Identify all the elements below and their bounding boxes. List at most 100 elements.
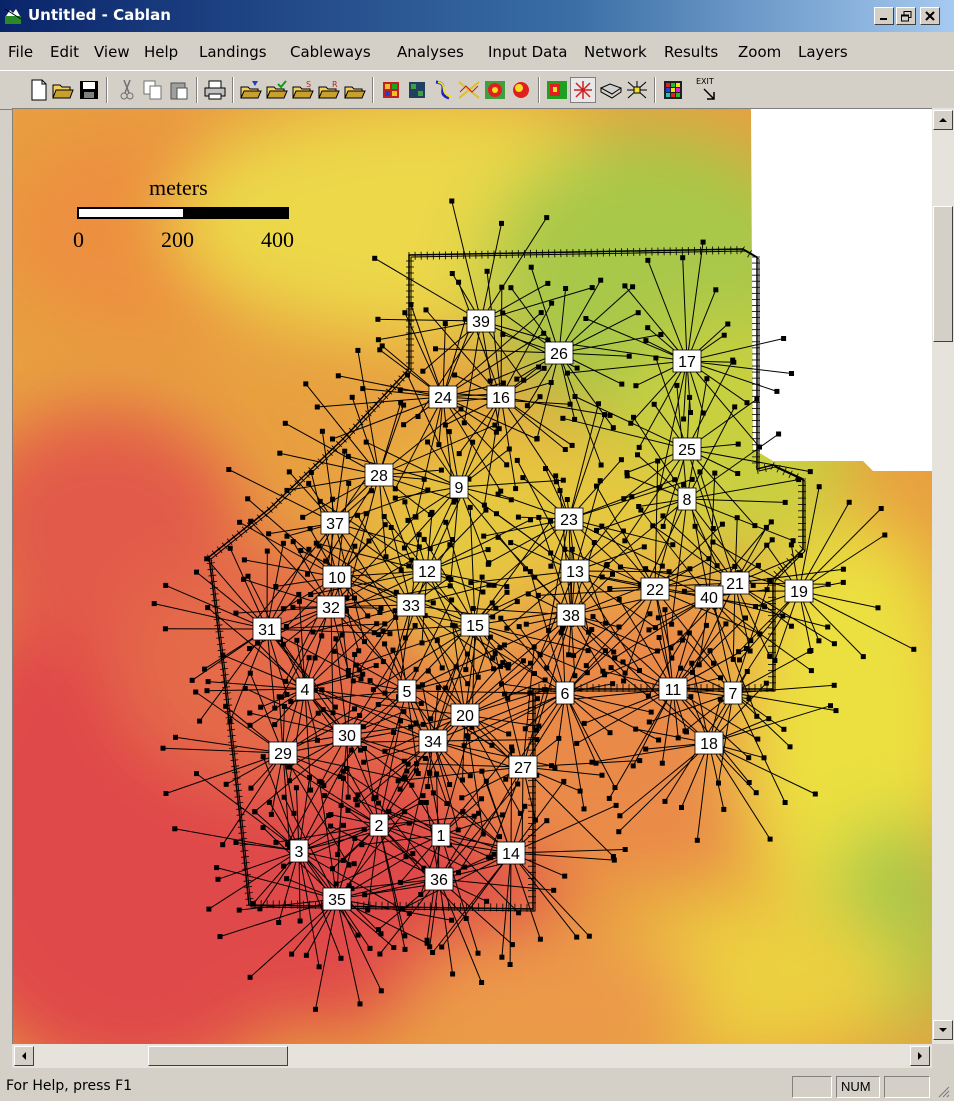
color-map-button[interactable] (544, 77, 570, 103)
landing-label-29[interactable]: 29 (268, 741, 298, 765)
landing-label-25[interactable]: 25 (672, 437, 702, 461)
menu-results[interactable]: Results (664, 43, 719, 61)
tail-spar-marker (707, 648, 713, 654)
horizontal-scrollbar[interactable] (12, 1044, 932, 1068)
landing-label-13[interactable]: 13 (560, 559, 590, 583)
open-r-file-button[interactable]: R (316, 77, 342, 103)
tail-spar-marker (574, 934, 580, 940)
landing-label-32[interactable]: 32 (316, 595, 346, 619)
menu-edit[interactable]: Edit (50, 43, 80, 61)
landing-label-box (322, 565, 352, 589)
menu-view[interactable]: View (94, 43, 130, 61)
landing-label-12[interactable]: 12 (412, 559, 442, 583)
landing-label-27[interactable]: 27 (508, 755, 538, 779)
landing-label-10[interactable]: 10 (322, 565, 352, 589)
menu-file[interactable]: File (8, 43, 34, 61)
title-bar[interactable]: Untitled - Cablan (0, 0, 954, 32)
menu-help[interactable]: Help (144, 43, 179, 61)
landing-label-40[interactable]: 40 (694, 585, 724, 609)
map-view[interactable]: 39 26 17 24 16 25 28 9 8 37 23 12 13 10 22 21 40 19 32 33 38… (12, 108, 934, 1046)
menu-input-data[interactable]: Input Data (488, 43, 568, 61)
print-button[interactable] (202, 77, 228, 103)
landing-label-11[interactable]: 11 (658, 677, 688, 701)
copy-button[interactable] (140, 77, 166, 103)
terrain-analysis-button[interactable] (482, 77, 508, 103)
minimize-button[interactable] (874, 7, 894, 25)
save-button[interactable] (76, 77, 102, 103)
landing-label-19[interactable]: 19 (784, 579, 814, 603)
tail-spar-marker (689, 660, 695, 666)
cable-line (696, 742, 710, 841)
landing-label-1[interactable]: 1 (431, 823, 451, 847)
landing-label-20[interactable]: 20 (450, 703, 480, 727)
settle-button[interactable] (598, 77, 624, 103)
landing-label-36[interactable]: 36 (424, 867, 454, 891)
landing-label-24[interactable]: 24 (428, 385, 458, 409)
vertical-scroll-thumb[interactable] (933, 206, 953, 342)
landing-label-6[interactable]: 6 (555, 681, 575, 705)
menu-analyses[interactable]: Analyses (397, 43, 464, 61)
grid-dark-button[interactable] (404, 77, 430, 103)
menu-zoom[interactable]: Zoom (738, 43, 782, 61)
shaded-terrain-button[interactable] (508, 77, 534, 103)
boundary-tick (235, 801, 244, 804)
colorful-grid-button[interactable] (660, 77, 686, 103)
menu-layers[interactable]: Layers (798, 43, 848, 61)
scroll-left-button[interactable] (14, 1046, 34, 1066)
horizontal-scroll-thumb[interactable] (148, 1046, 288, 1066)
boundary-tick (236, 530, 243, 538)
landing-label-38[interactable]: 38 (556, 603, 586, 627)
open-button[interactable] (50, 77, 76, 103)
network-button[interactable] (624, 77, 650, 103)
menu-network[interactable]: Network (584, 43, 647, 61)
landing-label-3[interactable]: 3 (289, 839, 309, 863)
menu-cableways[interactable]: Cableways (290, 43, 371, 61)
boundary-tick (219, 661, 228, 664)
landing-label-35[interactable]: 35 (322, 887, 352, 911)
grid-color-button[interactable] (378, 77, 404, 103)
landing-label-14[interactable]: 14 (496, 841, 526, 865)
vertical-scrollbar[interactable] (932, 108, 954, 1045)
landing-label-34[interactable]: 34 (418, 729, 448, 753)
landing-label-7[interactable]: 7 (723, 681, 743, 705)
cablan-app-icon[interactable] (4, 7, 22, 25)
landing-label-28[interactable]: 28 (364, 463, 394, 487)
landing-label-15[interactable]: 15 (460, 613, 490, 637)
close-button[interactable] (920, 7, 940, 25)
landing-label-16[interactable]: 16 (486, 385, 516, 409)
landing-label-23[interactable]: 23 (554, 507, 584, 531)
cable-path-button[interactable] (456, 77, 482, 103)
landing-label-30[interactable]: 30 (332, 723, 362, 747)
landing-label-4[interactable]: 4 (295, 677, 315, 701)
new-file-button[interactable] (26, 77, 52, 103)
curve-button[interactable] (430, 77, 456, 103)
landing-label-22[interactable]: 22 (640, 577, 670, 601)
resize-grip-icon[interactable] (936, 1084, 950, 1098)
open-s-file-button[interactable]: S (290, 77, 316, 103)
landing-label-31[interactable]: 31 (252, 617, 282, 641)
star-cable-button[interactable] (570, 77, 596, 103)
landing-label-37[interactable]: 37 (320, 511, 350, 535)
paste-button[interactable] (166, 77, 192, 103)
landing-label-33[interactable]: 33 (396, 593, 426, 617)
landing-label-5[interactable]: 5 (397, 679, 417, 703)
open-file-button[interactable] (342, 77, 368, 103)
landing-label-21[interactable]: 21 (720, 571, 750, 595)
landing-label-18[interactable]: 18 (694, 731, 724, 755)
restore-button[interactable] (896, 7, 916, 25)
scroll-up-button[interactable] (933, 110, 953, 130)
landing-label-39[interactable]: 39 (466, 309, 496, 333)
landing-label-2[interactable]: 2 (369, 813, 389, 837)
tail-spar-marker (581, 806, 587, 812)
cut-button[interactable] (114, 77, 140, 103)
landing-label-8[interactable]: 8 (677, 487, 697, 511)
landing-label-26[interactable]: 26 (544, 341, 574, 365)
scroll-down-button[interactable] (933, 1020, 953, 1040)
landing-label-9[interactable]: 9 (449, 475, 469, 499)
exit-button[interactable]: EXIT (688, 77, 728, 103)
menu-landings[interactable]: Landings (199, 43, 267, 61)
open-landing-file-button[interactable] (238, 77, 264, 103)
landing-label-17[interactable]: 17 (672, 349, 702, 373)
open-cableway-file-button[interactable] (264, 77, 290, 103)
scroll-right-button[interactable] (910, 1046, 930, 1066)
